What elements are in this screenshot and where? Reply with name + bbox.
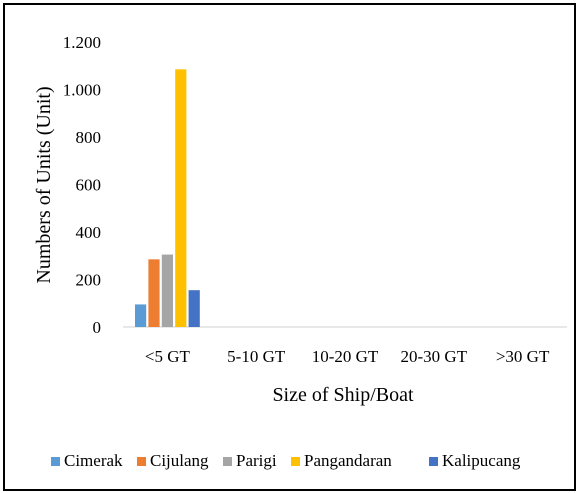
legend-swatch-parigi (223, 457, 232, 466)
bar-kalipucang (188, 290, 200, 327)
legend-swatch-kalipucang (429, 457, 438, 466)
x-tick-label: 10-20 GT (312, 347, 379, 366)
x-axis-label: Size of Ship/Boat (272, 384, 414, 406)
x-tick-label: 20-30 GT (401, 347, 468, 366)
bar-pangandaran (175, 69, 187, 327)
legend-swatch-pangandaran (291, 457, 300, 466)
bar-parigi (161, 254, 173, 327)
y-tick-label: 1.000 (63, 81, 101, 100)
y-tick-label: 400 (76, 223, 102, 242)
y-tick-label: 0 (93, 318, 102, 337)
x-tick-label: 5-10 GT (227, 347, 286, 366)
legend-label-parigi: Parigi (236, 451, 277, 470)
legend-label-cijulang: Cijulang (150, 451, 209, 470)
bar-cijulang (148, 259, 160, 327)
y-axis-label: Numbers of Units (Unit) (33, 86, 55, 283)
y-tick-label: 1.200 (63, 33, 101, 52)
x-tick-label: <5 GT (145, 347, 191, 366)
chart-frame (3, 3, 576, 491)
legend-label-kalipucang: Kalipucang (442, 451, 521, 470)
bar-cimerak (135, 304, 147, 327)
x-tick-label: >30 GT (496, 347, 550, 366)
legend-label-pangandaran: Pangandaran (304, 451, 392, 470)
legend-label-cimerak: Cimerak (64, 451, 123, 470)
y-tick-label: 800 (76, 128, 102, 147)
y-tick-label: 200 (76, 271, 102, 290)
legend-swatch-cimerak (51, 457, 60, 466)
legend-swatch-cijulang (137, 457, 146, 466)
y-tick-label: 600 (76, 176, 102, 195)
